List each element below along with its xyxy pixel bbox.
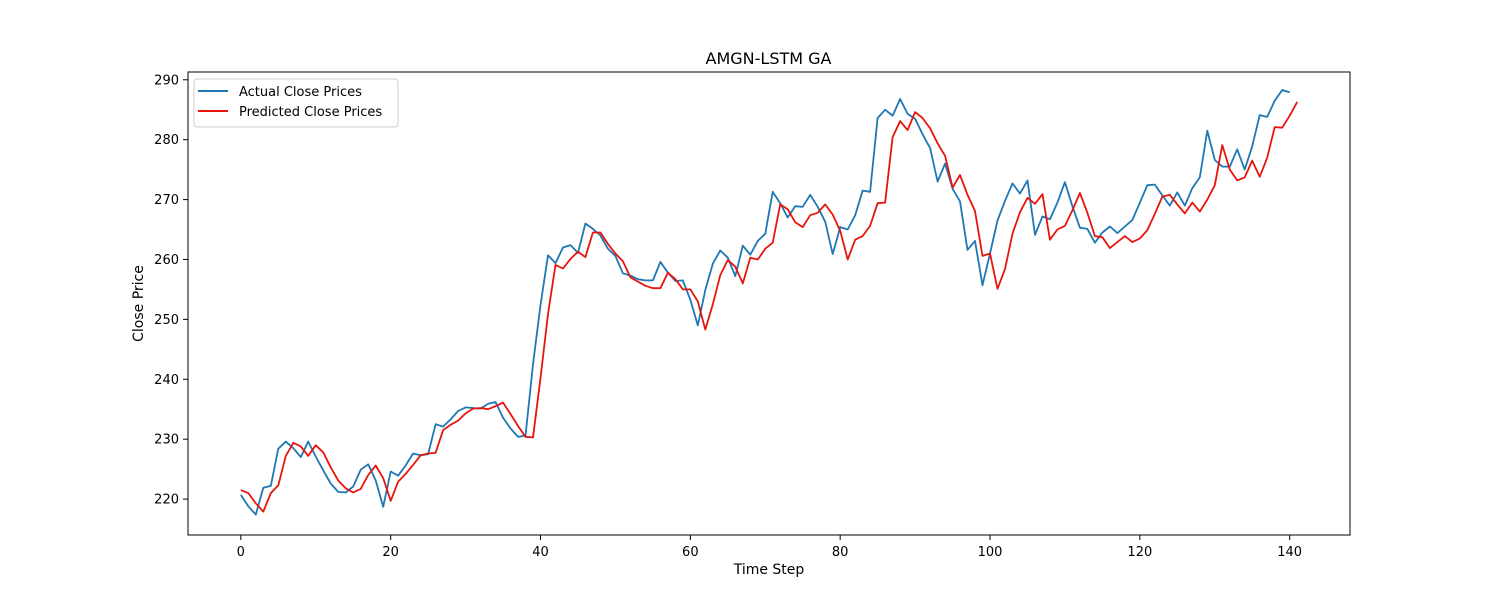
y-tick-label: 230 bbox=[154, 433, 179, 448]
y-axis-label: Close Price bbox=[131, 265, 147, 342]
x-tick-label: 20 bbox=[382, 545, 399, 560]
x-tick-label: 100 bbox=[978, 545, 1003, 560]
legend-label-predicted: Predicted Close Prices bbox=[239, 105, 382, 120]
plot-area-frame bbox=[187, 71, 1351, 536]
x-tick-label: 60 bbox=[682, 545, 699, 560]
y-axis-ticks: 220 230 240 250 260 270 280 290 bbox=[154, 73, 188, 508]
chart-title: AMGN-LSTM GA bbox=[706, 49, 832, 68]
y-tick-label: 270 bbox=[154, 193, 179, 208]
legend-label-actual: Actual Close Prices bbox=[239, 85, 362, 100]
legend: Actual Close Prices Predicted Close Pric… bbox=[193, 78, 399, 128]
x-tick-label: 120 bbox=[1127, 545, 1152, 560]
x-tick-label: 140 bbox=[1277, 545, 1302, 560]
series-line-actual bbox=[240, 89, 1290, 516]
y-tick-label: 240 bbox=[154, 373, 179, 388]
x-tick-label: 80 bbox=[832, 545, 849, 560]
y-tick-label: 290 bbox=[154, 73, 179, 88]
legend-box bbox=[193, 78, 399, 128]
x-tick-label: 0 bbox=[237, 545, 245, 560]
y-tick-label: 260 bbox=[154, 253, 179, 268]
series-line-predicted bbox=[240, 101, 1298, 513]
y-tick-label: 280 bbox=[154, 133, 179, 148]
x-tick-label: 40 bbox=[532, 545, 549, 560]
y-tick-label: 250 bbox=[154, 313, 179, 328]
series-lines bbox=[240, 89, 1298, 516]
y-tick-label: 220 bbox=[154, 493, 179, 508]
x-axis-label: Time Step bbox=[733, 562, 805, 578]
x-axis-ticks: 0 20 40 60 80 100 120 140 bbox=[237, 535, 1302, 560]
